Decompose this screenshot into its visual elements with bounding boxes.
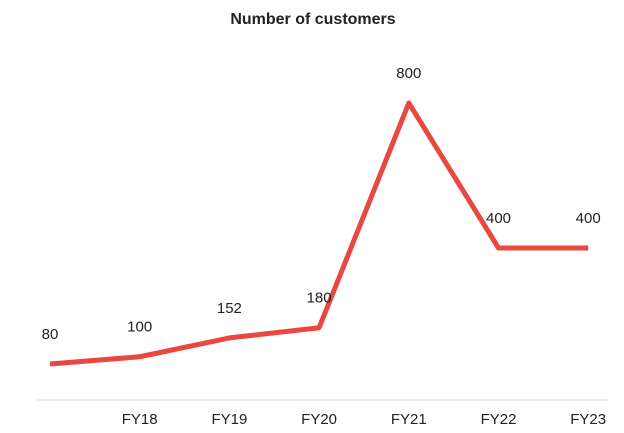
x-tick-label: FY20: [301, 411, 337, 428]
data-label: 800: [396, 65, 421, 82]
x-tick-label: FY19: [211, 411, 247, 428]
x-tick-label: FY18: [122, 411, 158, 428]
data-label: 80: [42, 326, 59, 343]
data-label: 400: [576, 210, 601, 227]
chart-title: Number of customers: [230, 11, 395, 28]
x-tick-label: FY22: [481, 411, 517, 428]
x-tick-label: FY21: [391, 411, 427, 428]
line: [49, 100, 589, 367]
x-tick-label: FY23: [570, 411, 606, 428]
data-label: 180: [307, 290, 332, 307]
data-label: 152: [217, 300, 242, 317]
data-label: 100: [127, 319, 152, 336]
data-label: 400: [486, 210, 511, 227]
